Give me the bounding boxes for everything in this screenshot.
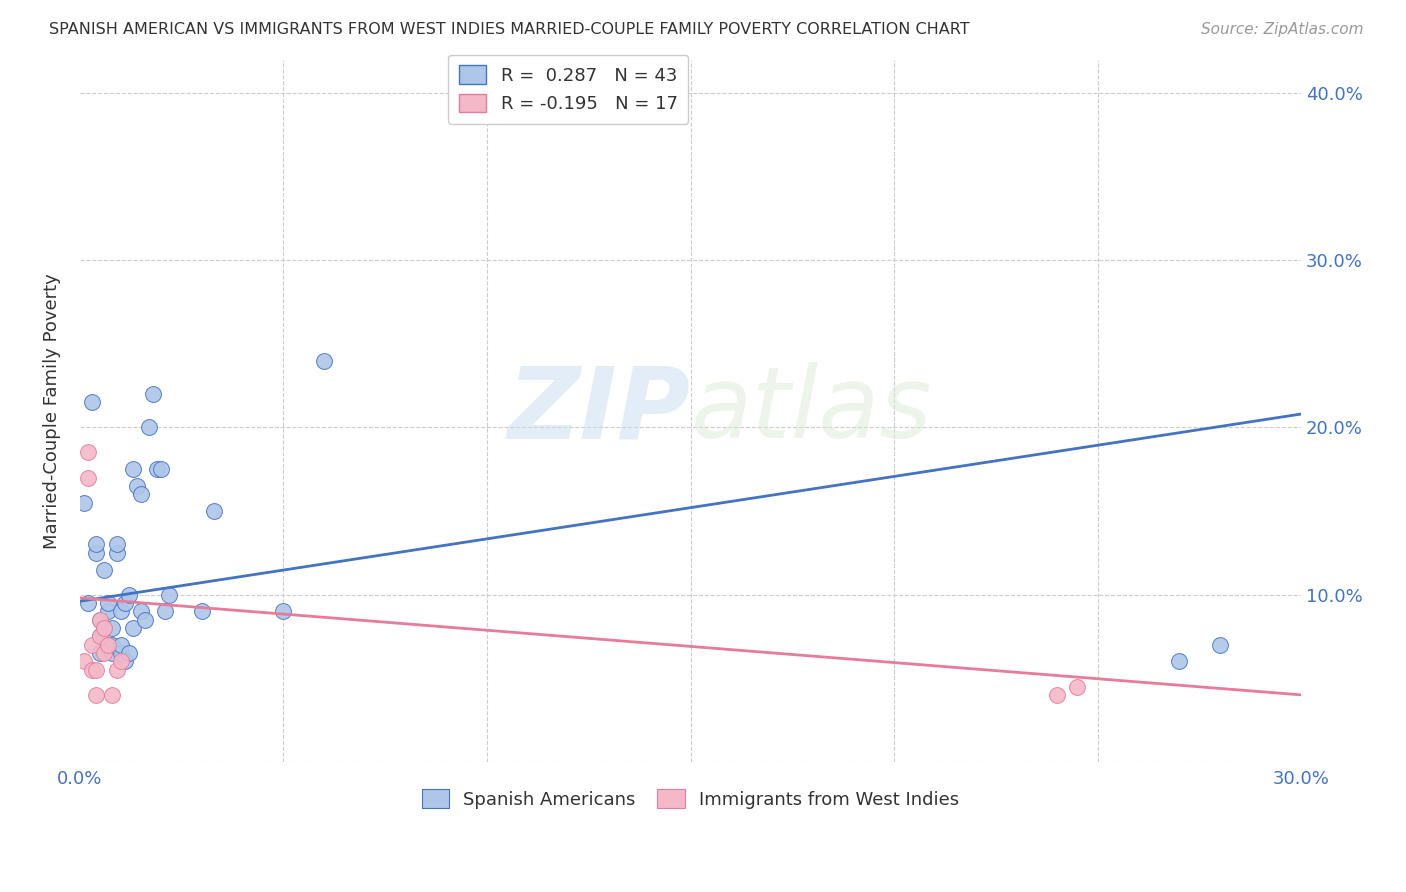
Point	[314, 353, 336, 368]
Text: Source: ZipAtlas.com: Source: ZipAtlas.com	[1201, 22, 1364, 37]
Point	[73, 655, 96, 669]
Point	[118, 588, 141, 602]
Point	[93, 621, 115, 635]
Point	[110, 655, 132, 669]
Point	[80, 395, 103, 409]
Point	[101, 638, 124, 652]
Legend: Spanish Americans, Immigrants from West Indies: Spanish Americans, Immigrants from West …	[415, 782, 966, 816]
Point	[93, 646, 115, 660]
Point	[159, 588, 181, 602]
Point	[101, 646, 124, 660]
Point	[89, 613, 111, 627]
Point	[202, 504, 225, 518]
Point	[121, 462, 143, 476]
Point	[118, 646, 141, 660]
Point	[110, 638, 132, 652]
Point	[77, 470, 100, 484]
Point	[84, 663, 107, 677]
Point	[129, 487, 152, 501]
Point	[125, 479, 148, 493]
Point	[84, 537, 107, 551]
Point	[97, 638, 120, 652]
Point	[134, 613, 156, 627]
Point	[97, 604, 120, 618]
Point	[146, 462, 169, 476]
Point	[84, 546, 107, 560]
Point	[80, 638, 103, 652]
Point	[105, 546, 128, 560]
Text: atlas: atlas	[690, 362, 932, 459]
Text: ZIP: ZIP	[508, 362, 690, 459]
Point	[105, 537, 128, 551]
Text: SPANISH AMERICAN VS IMMIGRANTS FROM WEST INDIES MARRIED-COUPLE FAMILY POVERTY CO: SPANISH AMERICAN VS IMMIGRANTS FROM WEST…	[49, 22, 970, 37]
Point	[77, 445, 100, 459]
Point	[101, 621, 124, 635]
Point	[138, 420, 160, 434]
Point	[84, 688, 107, 702]
Point	[93, 562, 115, 576]
Point	[1066, 680, 1088, 694]
Point	[273, 604, 295, 618]
Point	[129, 604, 152, 618]
Point	[89, 629, 111, 643]
Point	[77, 596, 100, 610]
Point	[191, 604, 214, 618]
Y-axis label: Married-Couple Family Poverty: Married-Couple Family Poverty	[44, 273, 60, 549]
Point	[1046, 688, 1069, 702]
Point	[89, 629, 111, 643]
Point	[110, 646, 132, 660]
Point	[1209, 638, 1232, 652]
Point	[114, 596, 136, 610]
Point	[97, 638, 120, 652]
Point	[121, 621, 143, 635]
Point	[150, 462, 173, 476]
Point	[89, 646, 111, 660]
Point	[93, 621, 115, 635]
Point	[80, 663, 103, 677]
Point	[155, 604, 177, 618]
Point	[110, 604, 132, 618]
Point	[97, 596, 120, 610]
Point	[73, 495, 96, 509]
Point	[101, 688, 124, 702]
Point	[142, 387, 165, 401]
Point	[1168, 655, 1191, 669]
Point	[114, 655, 136, 669]
Point	[105, 663, 128, 677]
Point	[89, 613, 111, 627]
